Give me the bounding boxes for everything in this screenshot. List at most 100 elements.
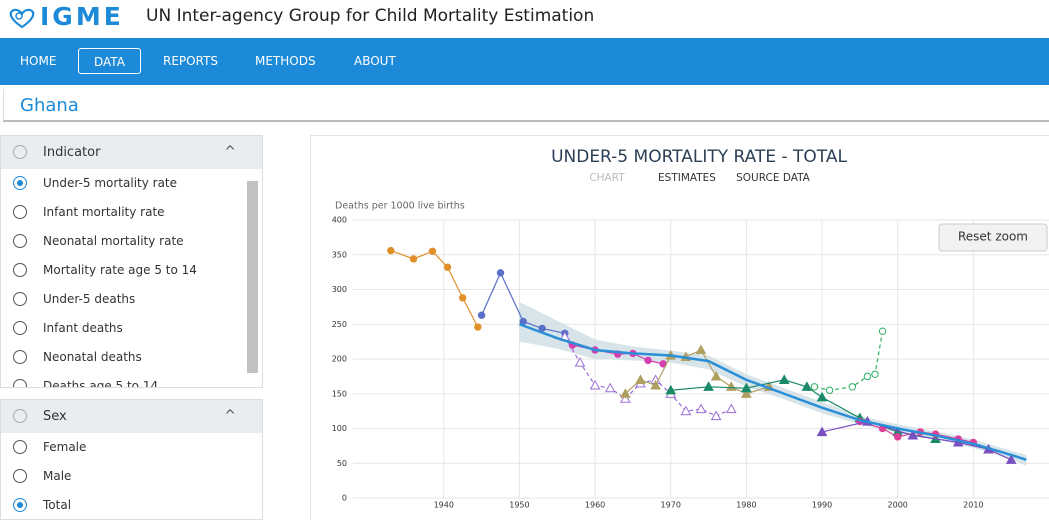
nav-item[interactable]: DATA <box>78 48 141 74</box>
x-tick-label: 1940 <box>434 501 454 510</box>
chart-tab[interactable]: ESTIMATES <box>658 172 716 184</box>
option[interactable]: Deaths age 5 to 14 <box>1 372 262 388</box>
chart-title: UNDER-5 MORTALITY RATE - TOTAL <box>551 147 847 167</box>
option[interactable]: Mortality rate age 5 to 14 <box>1 256 262 285</box>
data-point <box>710 370 722 381</box>
data-point <box>650 379 661 390</box>
data-point <box>725 403 737 414</box>
option[interactable]: Infant deaths <box>1 314 262 343</box>
collapse-caret[interactable]: ^ <box>224 408 236 424</box>
y-tick-label: 250 <box>332 320 347 329</box>
header: IGME UN Inter-agency Group for Child Mor… <box>0 0 1049 38</box>
x-tick-label: 1950 <box>509 501 529 510</box>
option-label: Deaths age 5 to 14 <box>43 379 159 388</box>
data-point <box>703 381 714 391</box>
y-tick-label: 50 <box>337 459 347 468</box>
radio <box>13 409 27 423</box>
option-label: Mortality rate age 5 to 14 <box>43 263 197 277</box>
series-line <box>390 250 479 328</box>
x-tick-label: 1990 <box>812 501 832 510</box>
x-tick-label: 1970 <box>661 501 681 510</box>
radio <box>13 292 27 306</box>
y-tick-label: 100 <box>332 424 347 433</box>
option[interactable]: Under-5 deaths <box>1 285 262 314</box>
country-title: Ghana <box>3 89 1049 122</box>
nav-item[interactable]: REPORTS <box>163 54 219 68</box>
radio <box>13 176 27 190</box>
option[interactable]: Neonatal deaths <box>1 343 262 372</box>
data-point <box>619 393 631 403</box>
nav-item[interactable]: METHODS <box>255 54 316 68</box>
option-label: Under-5 deaths <box>43 292 136 306</box>
data-point <box>604 382 616 393</box>
option[interactable]: Under-5 mortality rate <box>1 169 262 198</box>
data-point <box>574 356 586 367</box>
data-point <box>878 327 887 335</box>
option[interactable]: Female <box>1 433 262 462</box>
data-point <box>443 263 452 271</box>
data-point <box>871 370 879 378</box>
option[interactable]: Neonatal mortality rate <box>1 227 262 256</box>
option[interactable]: Total <box>1 491 262 519</box>
chart-tab[interactable]: SOURCE DATA <box>736 172 811 184</box>
data-point <box>665 384 677 395</box>
nav-item[interactable]: ABOUT <box>354 54 396 68</box>
radio <box>13 205 27 219</box>
chart: UNDER-5 MORTALITY RATE - TOTAL CHART ESTIM… <box>332 147 1049 510</box>
radio <box>13 379 27 387</box>
y-tick-label: 350 <box>332 250 347 259</box>
radio <box>13 469 27 483</box>
data-point <box>848 383 857 391</box>
reset-zoom-label: Reset zoom <box>958 230 1028 244</box>
option-label: Infant deaths <box>43 321 123 335</box>
radio <box>13 498 27 512</box>
chart-tab[interactable]: CHART <box>589 172 625 184</box>
radio <box>13 145 27 159</box>
panel-header[interactable]: Sex ^ <box>1 400 262 433</box>
nav-item[interactable]: HOME <box>20 54 57 68</box>
scrollbar[interactable] <box>247 181 258 373</box>
data-point <box>496 269 505 277</box>
site-title: UN Inter-agency Group for Child Mortalit… <box>146 6 595 26</box>
y-tick-label: 0 <box>342 494 347 503</box>
data-point <box>741 382 752 393</box>
filter-panel: Sex ^ Female Male Total <box>0 399 263 520</box>
option-label: Under-5 mortality rate <box>43 176 178 190</box>
x-tick-label: 1960 <box>585 501 605 510</box>
filter-panel: Indicator ^ Under-5 mortality rate Infant m… <box>0 135 263 388</box>
x-tick-label: 2010 <box>963 501 983 510</box>
chart-panel: UNDER-5 MORTALITY RATE - TOTAL CHART ESTIM… <box>310 135 1049 520</box>
uncertainty-band <box>519 302 1027 467</box>
data-point <box>619 388 631 398</box>
data-point <box>710 410 722 421</box>
option[interactable]: Infant mortality rate <box>1 198 262 227</box>
data-point <box>474 323 482 331</box>
y-axis-label: Deaths per 1000 live births <box>335 201 465 212</box>
panel-title: Sex <box>43 409 67 424</box>
option-label: Infant mortality rate <box>43 205 165 219</box>
series-line <box>624 349 770 395</box>
radio <box>13 234 27 248</box>
data-point <box>409 255 418 263</box>
option[interactable]: Male <box>1 462 262 491</box>
data-point <box>589 379 601 390</box>
data-point <box>477 311 486 319</box>
collapse-caret[interactable]: ^ <box>224 144 236 160</box>
data-point <box>801 381 813 391</box>
panel-title: Indicator <box>43 145 101 160</box>
x-tick-label: 1980 <box>736 501 756 510</box>
logo-text[interactable]: IGME <box>40 2 124 31</box>
option-label: Neonatal deaths <box>43 350 142 364</box>
panel-header[interactable]: Indicator ^ <box>1 136 262 169</box>
y-tick-label: 150 <box>332 389 347 398</box>
nav-bar: HOME DATA REPORTS METHODS ABOUT <box>0 38 1049 85</box>
reset-zoom-button[interactable] <box>938 223 1048 252</box>
data-point <box>725 381 737 391</box>
data-point <box>428 247 437 255</box>
radio <box>13 321 27 335</box>
series-line <box>814 331 884 391</box>
data-point <box>635 374 646 384</box>
data-point <box>644 356 652 365</box>
y-tick-label: 300 <box>332 285 347 294</box>
